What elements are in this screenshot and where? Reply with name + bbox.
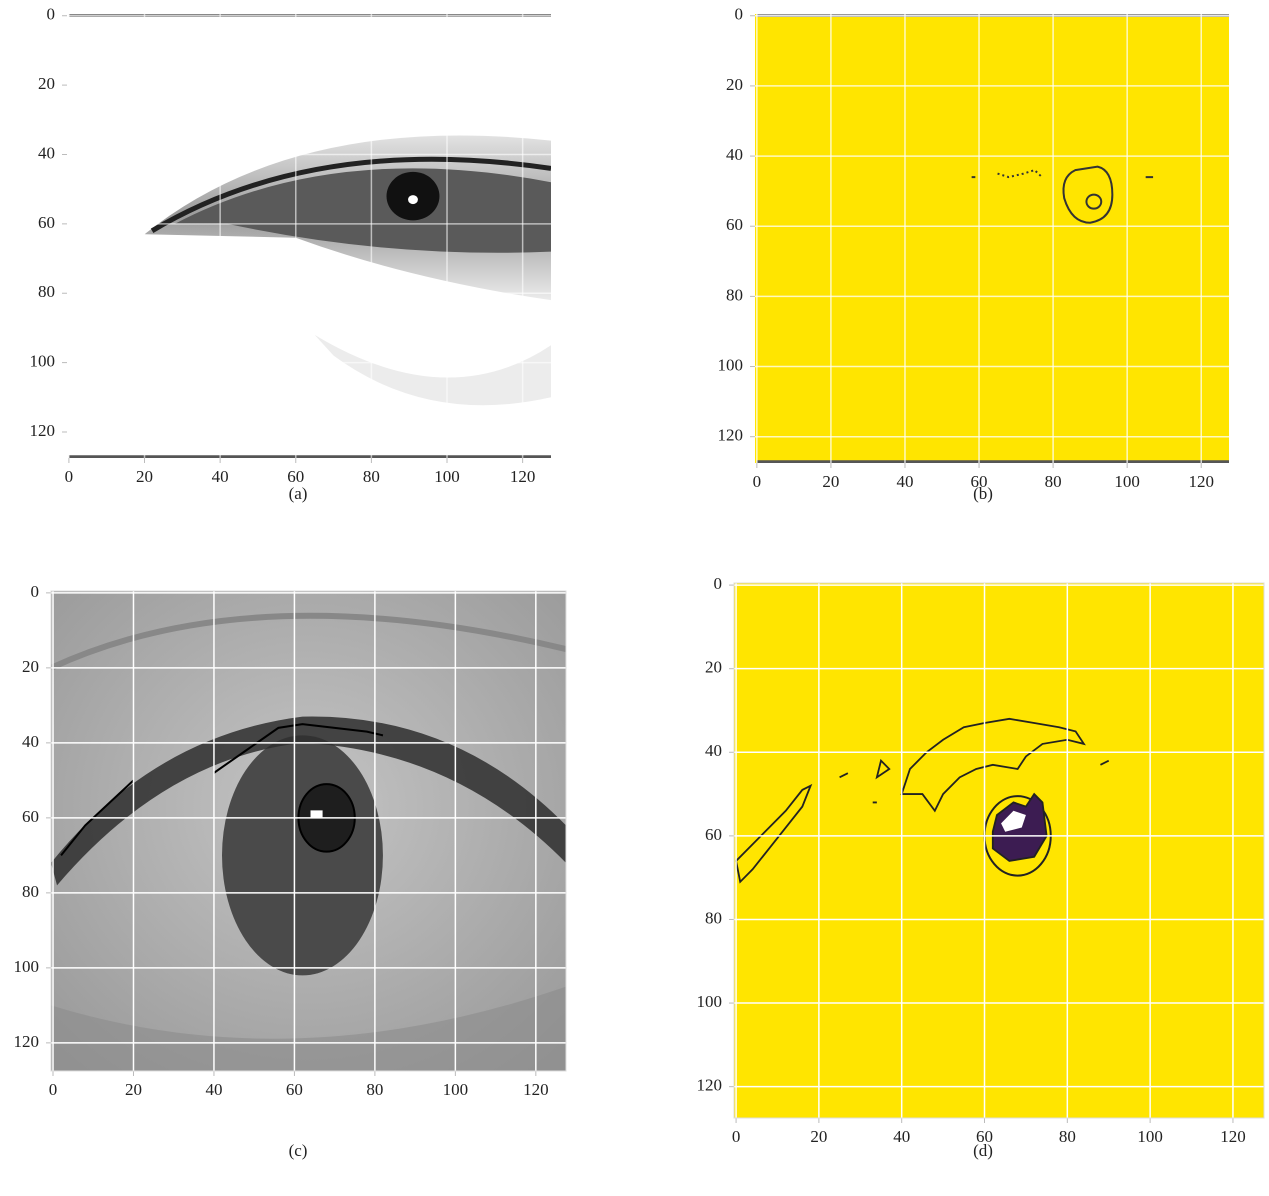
y-tick-label: 60 xyxy=(705,825,722,844)
y-tick-label: 120 xyxy=(697,1076,723,1095)
x-tick-label: 100 xyxy=(443,1080,469,1099)
image-b xyxy=(755,14,1229,463)
x-tick-label: 0 xyxy=(753,472,762,491)
y-tick-label: 80 xyxy=(705,908,722,927)
y-tick-label: 80 xyxy=(38,282,55,301)
y-tick-label: 80 xyxy=(726,285,743,304)
x-tick-label: 40 xyxy=(896,472,913,491)
x-tick-label: 20 xyxy=(136,467,153,486)
image-a xyxy=(67,14,551,458)
y-tick-label: 40 xyxy=(38,143,55,162)
x-tick-label: 0 xyxy=(49,1080,58,1099)
x-tick-label: 40 xyxy=(205,1080,222,1099)
x-tick-label: 100 xyxy=(1137,1127,1163,1146)
y-tick-label: 20 xyxy=(38,74,55,93)
y-tick-label: 0 xyxy=(735,5,744,24)
y-tick-label: 120 xyxy=(718,426,744,445)
y-tick-label: 60 xyxy=(726,215,743,234)
y-tick-label: 40 xyxy=(22,732,39,751)
caption: (c) xyxy=(289,1141,308,1160)
y-tick-label: 100 xyxy=(30,352,56,371)
x-tick-label: 40 xyxy=(893,1127,910,1146)
y-tick-label: 0 xyxy=(31,582,40,601)
y-tick-label: 20 xyxy=(22,657,39,676)
y-tick-label: 60 xyxy=(38,213,55,232)
y-tick-label: 100 xyxy=(718,355,744,374)
x-tick-label: 80 xyxy=(366,1080,383,1099)
y-tick-label: 40 xyxy=(726,145,743,164)
x-tick-label: 100 xyxy=(1114,472,1140,491)
x-tick-label: 120 xyxy=(1220,1127,1246,1146)
x-tick-label: 0 xyxy=(732,1127,741,1146)
x-tick-label: 20 xyxy=(125,1080,142,1099)
y-tick-label: 100 xyxy=(14,957,40,976)
y-tick-label: 20 xyxy=(726,75,743,94)
caption: (d) xyxy=(973,1141,993,1160)
y-tick-label: 120 xyxy=(14,1032,40,1051)
y-tick-label: 60 xyxy=(22,807,39,826)
caption: (a) xyxy=(289,484,308,503)
y-tick-label: 100 xyxy=(697,992,723,1011)
x-tick-label: 20 xyxy=(822,472,839,491)
y-tick-label: 80 xyxy=(22,882,39,901)
image-d xyxy=(734,583,1264,1118)
image-c xyxy=(51,591,566,1071)
y-tick-label: 20 xyxy=(705,658,722,677)
x-tick-label: 80 xyxy=(1059,1127,1076,1146)
y-tick-label: 40 xyxy=(705,741,722,760)
y-tick-label: 0 xyxy=(47,5,56,24)
x-tick-label: 40 xyxy=(212,467,229,486)
x-tick-label: 120 xyxy=(1188,472,1214,491)
x-tick-label: 120 xyxy=(523,1080,549,1099)
x-tick-label: 20 xyxy=(810,1127,827,1146)
x-tick-label: 80 xyxy=(1045,472,1062,491)
x-tick-label: 100 xyxy=(434,467,460,486)
x-tick-label: 60 xyxy=(286,1080,303,1099)
caption: (b) xyxy=(973,484,993,503)
y-tick-label: 0 xyxy=(714,574,723,593)
y-tick-label: 120 xyxy=(30,421,56,440)
x-tick-label: 120 xyxy=(510,467,536,486)
figure: 0 20 40 60 80 100 120 0 20 40 60 80 100 120 (a) 0 20 40 60… xyxy=(0,0,1269,1196)
x-tick-label: 0 xyxy=(65,467,74,486)
x-tick-label: 80 xyxy=(363,467,380,486)
